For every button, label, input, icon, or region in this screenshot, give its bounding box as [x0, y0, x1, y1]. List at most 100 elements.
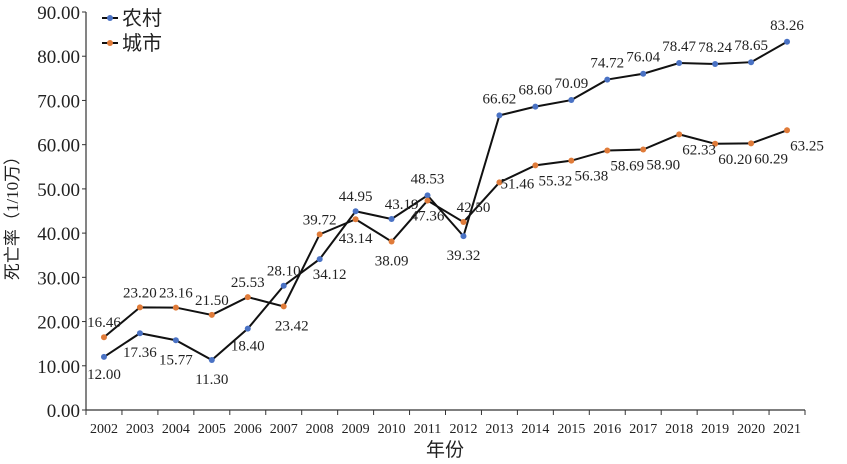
x-tick-label: 2017 — [629, 422, 657, 437]
series-line-urban — [103, 129, 788, 338]
x-tick-label: 2019 — [701, 422, 729, 437]
data-label: 83.26 — [770, 18, 804, 34]
x-tick-label: 2002 — [90, 422, 118, 437]
data-label: 60.20 — [718, 152, 752, 168]
data-label: 60.29 — [754, 151, 788, 167]
data-point — [568, 97, 575, 104]
data-point — [496, 179, 503, 186]
data-label: 18.40 — [231, 339, 265, 355]
y-tick-label: 60.00 — [37, 136, 80, 157]
y-tick-label: 30.00 — [37, 268, 80, 289]
data-label: 11.30 — [195, 372, 228, 388]
data-point — [388, 238, 395, 245]
data-point — [676, 131, 683, 138]
data-point — [316, 231, 323, 238]
x-tick-label: 2005 — [198, 422, 226, 437]
data-point — [460, 219, 467, 226]
y-tick-label: 20.00 — [37, 313, 80, 334]
data-point — [172, 337, 179, 344]
data-point — [280, 303, 287, 310]
data-label: 58.69 — [610, 158, 644, 174]
x-tick-label: 2004 — [162, 422, 190, 437]
x-tick-label: 2015 — [557, 422, 585, 437]
data-label: 44.95 — [339, 189, 373, 205]
data-point — [640, 70, 647, 77]
data-label: 12.00 — [87, 367, 121, 383]
data-label: 23.16 — [159, 286, 193, 302]
x-tick-label: 2014 — [521, 422, 549, 437]
y-tick-label: 80.00 — [37, 47, 80, 68]
data-label: 62.33 — [682, 142, 716, 158]
x-tick-label: 2018 — [665, 422, 693, 437]
data-point — [388, 216, 395, 223]
data-point — [424, 197, 431, 204]
data-point — [316, 256, 323, 263]
x-tick-label: 2013 — [485, 422, 513, 437]
legend-marker — [107, 40, 113, 46]
x-tick-label: 2007 — [270, 422, 298, 437]
data-label: 78.65 — [734, 38, 768, 54]
data-label: 74.72 — [590, 56, 624, 72]
x-tick-label: 2009 — [342, 422, 370, 437]
data-point — [604, 147, 611, 154]
y-tick-label: 70.00 — [37, 91, 80, 112]
data-label: 58.90 — [646, 158, 680, 174]
data-label: 70.09 — [554, 76, 588, 92]
x-tick-label: 2020 — [737, 422, 765, 437]
data-label: 39.72 — [303, 212, 337, 228]
data-label: 21.50 — [195, 293, 229, 309]
data-point — [424, 192, 431, 199]
legend-label: 城市 — [122, 32, 162, 55]
x-tick-label: 2010 — [378, 422, 406, 437]
data-label: 78.24 — [698, 40, 732, 56]
data-label: 42.50 — [457, 200, 491, 216]
data-point — [244, 294, 251, 301]
y-axis-title: 死亡率（1/10万） — [3, 148, 22, 280]
series-line-rural — [103, 40, 788, 362]
x-tick-label: 2011 — [414, 422, 441, 437]
data-label: 34.12 — [313, 267, 347, 283]
data-label: 28.10 — [267, 264, 301, 280]
data-point — [784, 38, 791, 45]
y-tick-label: 10.00 — [37, 357, 80, 378]
data-label: 23.42 — [275, 318, 309, 334]
x-tick-label: 2003 — [126, 422, 154, 437]
data-point — [712, 140, 719, 147]
data-label: 48.53 — [411, 171, 445, 187]
data-label: 56.38 — [574, 169, 608, 185]
y-tick-label: 90.00 — [37, 3, 80, 24]
data-label: 51.46 — [501, 176, 535, 192]
data-label: 63.25 — [790, 138, 824, 154]
data-point — [604, 76, 611, 83]
data-point — [136, 330, 143, 337]
x-tick-label: 2006 — [234, 422, 262, 437]
data-point — [784, 127, 791, 134]
data-label: 39.32 — [447, 248, 481, 264]
legend-marker — [107, 15, 113, 21]
data-point — [532, 162, 539, 169]
data-label: 78.47 — [662, 39, 696, 55]
data-label: 66.62 — [483, 91, 517, 107]
x-tick-label: 2016 — [593, 422, 621, 437]
data-point — [712, 61, 719, 68]
data-point — [208, 311, 215, 318]
data-label: 43.19 — [385, 197, 419, 213]
y-tick-label: 40.00 — [37, 224, 80, 245]
data-point — [640, 146, 647, 153]
data-point — [100, 353, 107, 360]
data-label: 47.36 — [411, 209, 445, 225]
data-label: 16.46 — [87, 315, 121, 331]
data-point — [496, 112, 503, 119]
data-point — [460, 233, 467, 240]
data-label: 38.09 — [375, 254, 409, 270]
data-label: 23.20 — [123, 285, 157, 301]
data-point — [352, 216, 359, 223]
data-point — [280, 282, 287, 289]
data-point — [748, 59, 755, 66]
data-label: 17.36 — [123, 345, 157, 361]
data-label: 76.04 — [626, 50, 660, 66]
data-point — [244, 325, 251, 332]
data-label: 15.77 — [159, 352, 193, 368]
data-label: 43.14 — [339, 231, 373, 247]
